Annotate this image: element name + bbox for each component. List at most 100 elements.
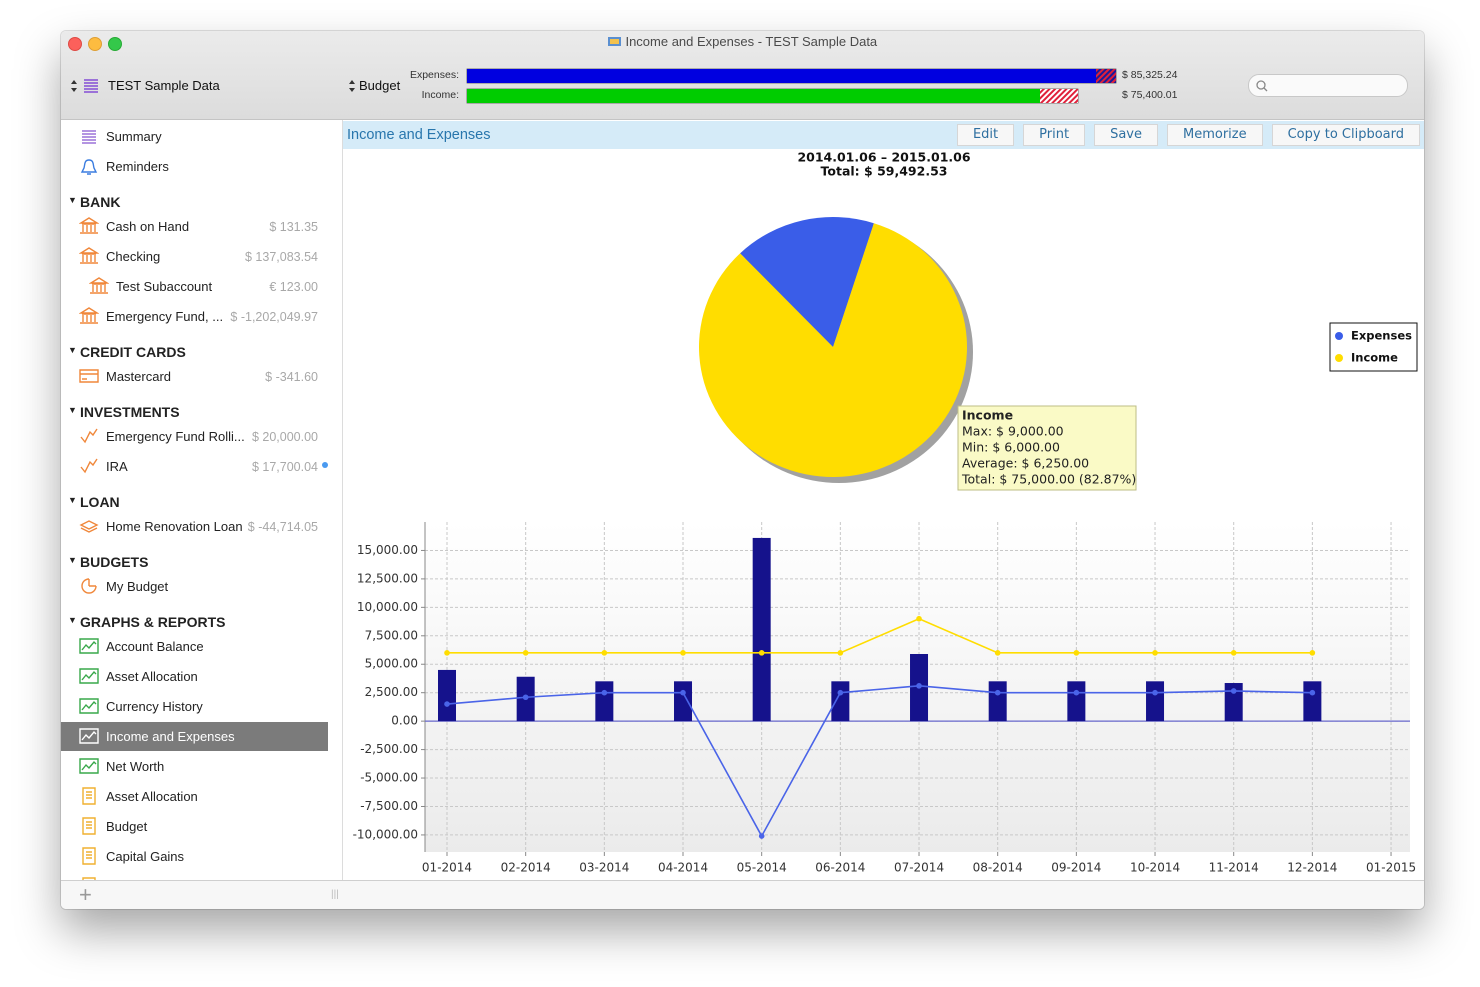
search-icon	[1256, 80, 1268, 92]
icon-shape	[79, 728, 99, 744]
section-toggle[interactable]: ▼	[68, 195, 77, 205]
item-amount: € 123.00	[269, 280, 318, 294]
title-text: Income and Expenses - TEST Sample Data	[625, 34, 878, 49]
sidebar-icon	[79, 217, 99, 234]
section-toggle[interactable]: ▼	[68, 345, 77, 355]
icon-shape	[1256, 80, 1266, 90]
resize-handle[interactable]: |||	[331, 889, 339, 900]
zoom-button[interactable]	[108, 37, 122, 51]
icon-shape	[1263, 87, 1268, 92]
panel-button[interactable]: Memorize	[1166, 124, 1263, 146]
icon-shape	[79, 247, 99, 264]
sidebar-item[interactable]: Net Worth	[106, 759, 165, 774]
icon-shape	[80, 428, 98, 444]
search-field[interactable]	[1248, 74, 1408, 97]
sidebar-item[interactable]: Capital Gains	[106, 849, 185, 864]
file-chevron[interactable]	[70, 79, 78, 93]
title-toolbar: Income and Expenses - TEST Sample Data T…	[61, 31, 1424, 120]
section-header[interactable]: INVESTMENTS	[80, 404, 180, 420]
sidebar-icon	[82, 847, 96, 865]
selection-highlight	[61, 722, 328, 751]
panel-header: Income and Expenses Edit Print Save Memoriz…	[343, 121, 1424, 149]
section-header[interactable]: LOAN	[80, 494, 120, 510]
section-toggle[interactable]: ▼	[68, 405, 77, 415]
sidebar-item[interactable]: Emergency Fund, ...	[106, 309, 224, 324]
sidebar-item[interactable]: Reminders	[106, 159, 169, 174]
sidebar-icon	[79, 520, 99, 533]
icon-shape	[79, 217, 99, 234]
icon-shape	[80, 159, 98, 175]
chevron-shape	[349, 80, 355, 92]
icon-shape	[89, 277, 109, 294]
panel-title: Income and Expenses	[347, 127, 491, 143]
window-title: Income and Expenses - TEST Sample Data	[61, 34, 1424, 49]
sidebar-icon	[80, 428, 98, 444]
icon-shape	[82, 787, 96, 805]
expenses-label: Expenses:	[409, 69, 459, 81]
panel-button[interactable]: Save	[1094, 124, 1158, 146]
sidebar-icon	[79, 307, 99, 324]
sidebar-icon	[79, 698, 99, 714]
sidebar-item[interactable]: Cash Flow	[106, 876, 167, 880]
icon-shape	[79, 758, 99, 774]
panel-button[interactable]: Print	[1023, 124, 1086, 146]
icon-shape	[79, 698, 99, 714]
sidebar-icon	[79, 758, 99, 774]
sidebar-icon	[82, 817, 96, 835]
sidebar-item[interactable]: Cash on Hand	[106, 219, 190, 234]
item-amount: $ -341.60	[265, 370, 318, 384]
sidebar-item[interactable]: Account Balance	[106, 639, 204, 654]
sidebar-item[interactable]: Summary	[106, 129, 162, 144]
add-button[interactable]: +	[79, 882, 92, 907]
sidebar-item[interactable]: Income and Expenses	[106, 729, 235, 744]
sidebar-item[interactable]: Currency History	[106, 699, 203, 714]
minimize-button[interactable]	[88, 37, 102, 51]
panel-button[interactable]: Edit	[956, 124, 1015, 146]
file-icon	[84, 79, 98, 93]
icon-shape	[79, 369, 99, 383]
sidebar-icon	[89, 277, 109, 294]
section-toggle[interactable]: ▼	[68, 615, 77, 625]
sidebar-item[interactable]: Checking	[106, 249, 161, 264]
section-toggle[interactable]: ▼	[68, 495, 77, 505]
sidebar-item[interactable]: Asset Allocation	[106, 669, 198, 684]
item-amount: $ 17,700.04	[251, 460, 318, 474]
app-window: Income and Expenses - TEST Sample Data T…	[61, 31, 1424, 909]
icon-shape	[80, 458, 98, 474]
item-amount: $ -44,714.05	[247, 520, 318, 534]
close-button[interactable]	[68, 37, 82, 51]
icon-shape	[79, 520, 99, 533]
icon-shape	[79, 638, 99, 654]
file-name[interactable]: TEST Sample Data	[108, 78, 220, 93]
view-chevron[interactable]	[348, 79, 356, 93]
sidebar-item[interactable]: Home Renovation Loan	[106, 519, 243, 534]
item-amount: $ 131.35	[269, 220, 318, 234]
sidebar-item[interactable]: Emergency Fund Rolli...	[106, 429, 245, 444]
sidebar-item[interactable]: My Budget	[106, 579, 169, 594]
sidebar-icon	[81, 578, 97, 594]
panel-button[interactable]: Copy to Clipboard	[1271, 124, 1420, 146]
sidebar-item[interactable]: Budget	[106, 819, 148, 834]
view-selector[interactable]: Budget	[359, 78, 401, 93]
section-header[interactable]: BANK	[80, 194, 121, 210]
sidebar-item[interactable]: Mastercard	[106, 369, 172, 384]
item-amount: $ 137,083.54	[245, 250, 318, 264]
icon-shape	[84, 79, 98, 93]
icon-shape	[82, 130, 96, 144]
section-header[interactable]: BUDGETS	[80, 554, 149, 570]
income-amount: $ 75,400.01	[1122, 89, 1178, 101]
sidebar-item[interactable]: Asset Allocation	[106, 789, 198, 804]
section-header[interactable]: CREDIT CARDS	[80, 344, 186, 360]
title-icon	[607, 37, 621, 46]
sidebar-icon	[82, 130, 96, 144]
sidebar-item[interactable]: IRA	[106, 459, 128, 474]
section-header[interactable]: GRAPHS & REPORTS	[80, 614, 226, 630]
sidebar-item[interactable]: Test Subaccount	[116, 279, 213, 294]
sidebar-icon	[79, 668, 99, 684]
sidebar-icon	[79, 247, 99, 264]
icon-shape	[82, 817, 96, 835]
section-toggle[interactable]: ▼	[68, 555, 77, 565]
sidebar-icon	[82, 787, 96, 805]
sync-dot	[322, 462, 328, 468]
